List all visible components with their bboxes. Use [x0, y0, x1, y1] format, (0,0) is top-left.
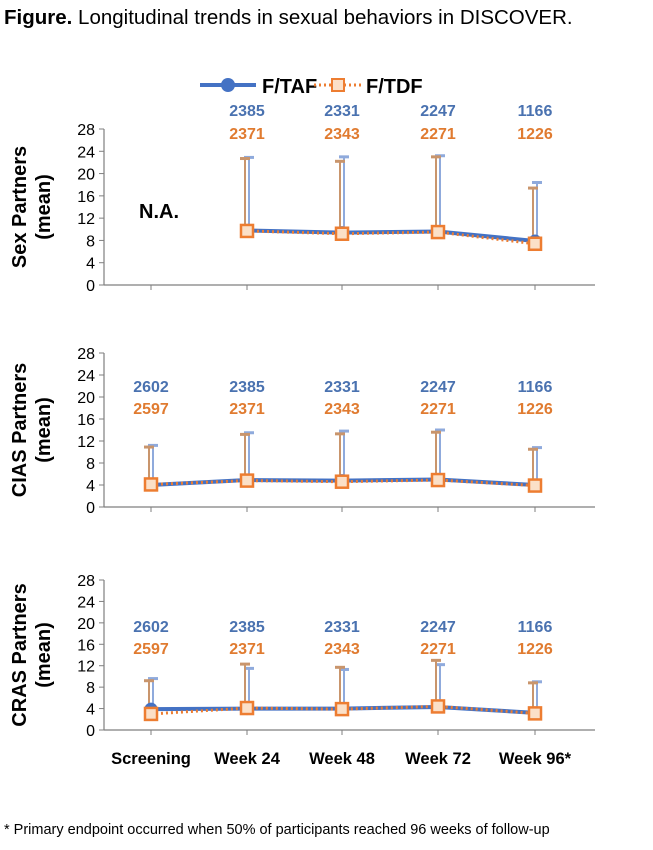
n-label-tdf: 2271 [420, 641, 456, 658]
y-tick-label: 8 [86, 456, 95, 473]
y-tick-label: 8 [86, 233, 95, 250]
n-label-taf: 2331 [324, 103, 360, 120]
n-label-tdf: 2343 [324, 641, 360, 658]
y-tick-label: 24 [77, 594, 95, 611]
x-tick-label: Week 72 [405, 750, 471, 768]
y-tick-label: 4 [86, 478, 95, 495]
y-tick-label: 16 [77, 189, 95, 206]
data-point-tdf [334, 226, 350, 241]
data-point-tdf [430, 699, 446, 714]
annotation-na: N.A. [139, 201, 179, 223]
n-label-tdf: 1226 [517, 401, 553, 418]
n-label-taf: 1166 [518, 619, 553, 636]
y-tick-label: 4 [86, 702, 95, 719]
n-label-taf: 2247 [420, 379, 456, 396]
y-tick-label: 16 [77, 412, 95, 429]
x-axis-labels: Screening Week 24 Week 48 Week 72 Week 96* [111, 750, 572, 768]
x-tick-label: Screening [111, 750, 191, 768]
y-tick-label: 24 [77, 144, 95, 161]
y-tick-label: 12 [77, 659, 95, 676]
n-label-tdf: 2597 [133, 641, 169, 658]
n-label-taf: 2385 [229, 379, 265, 396]
n-label-tdf: 2343 [324, 401, 360, 418]
n-label-tdf: 2271 [420, 401, 456, 418]
y-axis-label-line: Sex Partners [9, 146, 31, 268]
y-axis-label-line: (mean) [33, 397, 55, 463]
n-label-tdf: 1226 [517, 126, 553, 143]
legend-label-tdf: F/TDF [366, 76, 423, 98]
data-point-tdf [527, 236, 543, 252]
data-point-tdf [143, 706, 159, 722]
n-label-taf: 2602 [133, 619, 169, 636]
figure-title-text: Longitudinal trends in sexual behaviors … [78, 6, 573, 29]
n-label-tdf: 2271 [420, 126, 456, 143]
n-label-tdf: 2371 [229, 401, 265, 418]
data-point-tdf [334, 474, 350, 489]
data-point-tdf [430, 472, 446, 488]
n-label-tdf: 2371 [229, 641, 265, 658]
y-tick-label: 8 [86, 680, 95, 697]
y-tick-label: 20 [77, 390, 95, 407]
n-label-tdf: 1226 [517, 641, 553, 658]
data-point-tdf [430, 224, 446, 240]
n-label-taf: 1166 [518, 379, 553, 396]
y-tick-label: 0 [86, 500, 95, 517]
y-tick-label: 0 [86, 278, 95, 295]
legend: F/TAF F/TDF [200, 76, 423, 98]
y-tick-label: 12 [77, 434, 95, 451]
y-tick-label: 12 [77, 211, 95, 228]
data-point-tdf [239, 473, 255, 488]
y-tick-label: 0 [86, 723, 95, 740]
data-point-tdf [143, 477, 159, 492]
footnote: * Primary endpoint occurred when 50% of … [4, 822, 550, 838]
y-tick-label: 20 [77, 167, 95, 184]
y-tick-label: 28 [77, 122, 95, 139]
n-label-taf: 1166 [518, 103, 553, 120]
series-line-taf [246, 228, 536, 243]
data-point-tdf [239, 223, 255, 239]
y-tick-label: 20 [77, 616, 95, 633]
figure-title: Figure. Longitudinal trends in sexual be… [4, 6, 573, 30]
n-label-taf: 2247 [420, 619, 456, 636]
legend-marker-tdf [331, 78, 345, 92]
figure-title-label: Figure. [4, 6, 73, 29]
y-axis-label: Sex Partners (mean) [9, 146, 55, 268]
y-axis-label-line: (mean) [33, 174, 55, 240]
y-axis-label-line: (mean) [33, 622, 55, 688]
y-tick-label: 4 [86, 256, 95, 273]
x-tick-label: Week 24 [214, 750, 281, 768]
n-label-tdf: 2597 [133, 401, 169, 418]
y-axis-label-line: CIAS Partners [9, 363, 31, 498]
y-tick-label: 28 [77, 573, 95, 590]
n-label-taf: 2385 [229, 619, 265, 636]
y-axis-label: CRAS Partners (mean) [9, 583, 55, 726]
data-point-tdf [527, 706, 543, 721]
data-point-tdf [334, 701, 350, 717]
y-tick-label: 24 [77, 368, 95, 385]
n-label-taf: 2385 [229, 103, 265, 120]
x-tick-label: Week 48 [309, 750, 375, 768]
n-label-taf: 2331 [324, 619, 360, 636]
data-point-tdf [239, 700, 255, 716]
n-label-tdf: 2343 [324, 126, 360, 143]
n-label-taf: 2602 [133, 379, 169, 396]
n-label-taf: 2247 [420, 103, 456, 120]
y-axis-label: CIAS Partners (mean) [9, 363, 55, 498]
chart-panel-3: 0 4 8 12 16 20 24 28 CRAS Partners (mean) 2602 2385… [9, 573, 595, 740]
legend-label-taf: F/TAF [262, 76, 317, 98]
y-tick-label: 16 [77, 637, 95, 654]
chart-panel-1: 0 4 8 12 16 20 24 28 Sex Partners (mean) N.A. 2385 2… [9, 103, 595, 295]
y-tick-label: 28 [77, 346, 95, 363]
y-axis-label-line: CRAS Partners [9, 583, 31, 726]
n-label-taf: 2331 [324, 379, 360, 396]
x-tick-label: Week 96* [499, 750, 572, 768]
n-label-tdf: 2371 [229, 126, 265, 143]
chart-panel-2: 0 4 8 12 16 20 24 28 CIAS Partners (mean) 2602 2385… [9, 346, 595, 517]
legend-marker-taf [221, 78, 235, 92]
data-point-tdf [527, 478, 543, 493]
